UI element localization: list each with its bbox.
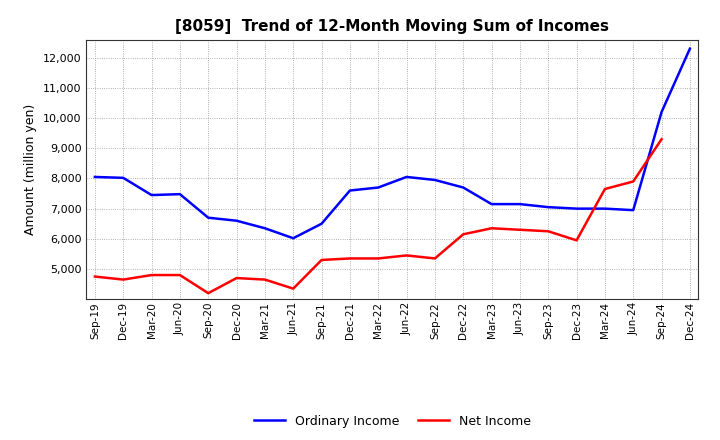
Net Income [431,256,439,261]
Net Income [374,256,382,261]
Net Income [318,257,326,263]
Net Income [148,272,156,278]
Ordinary Income [289,235,297,241]
Net Income [600,187,609,192]
Net Income [204,290,212,296]
Net Income [91,274,99,279]
Y-axis label: Amount (million yen): Amount (million yen) [24,104,37,235]
Net Income [459,231,467,237]
Net Income [402,253,411,258]
Title: [8059]  Trend of 12-Month Moving Sum of Incomes: [8059] Trend of 12-Month Moving Sum of I… [176,19,609,34]
Ordinary Income [318,221,326,226]
Net Income [261,277,269,282]
Net Income [572,238,581,243]
Ordinary Income [374,185,382,190]
Ordinary Income [685,46,694,51]
Ordinary Income [572,206,581,211]
Net Income [544,229,552,234]
Ordinary Income [91,174,99,180]
Line: Ordinary Income: Ordinary Income [95,49,690,238]
Ordinary Income [176,191,184,197]
Net Income [119,277,127,282]
Net Income [346,256,354,261]
Line: Net Income: Net Income [95,139,662,293]
Net Income [516,227,524,232]
Ordinary Income [487,202,496,207]
Ordinary Income [119,175,127,180]
Legend: Ordinary Income, Net Income: Ordinary Income, Net Income [253,415,531,428]
Ordinary Income [346,188,354,193]
Net Income [176,272,184,278]
Ordinary Income [544,205,552,210]
Ordinary Income [516,202,524,207]
Ordinary Income [629,208,637,213]
Ordinary Income [459,185,467,190]
Ordinary Income [204,215,212,220]
Ordinary Income [261,226,269,231]
Net Income [487,226,496,231]
Ordinary Income [600,206,609,211]
Net Income [629,179,637,184]
Net Income [233,275,241,281]
Ordinary Income [431,177,439,183]
Ordinary Income [233,218,241,224]
Ordinary Income [402,174,411,180]
Ordinary Income [657,110,666,115]
Net Income [657,136,666,142]
Net Income [289,286,297,291]
Ordinary Income [148,192,156,198]
